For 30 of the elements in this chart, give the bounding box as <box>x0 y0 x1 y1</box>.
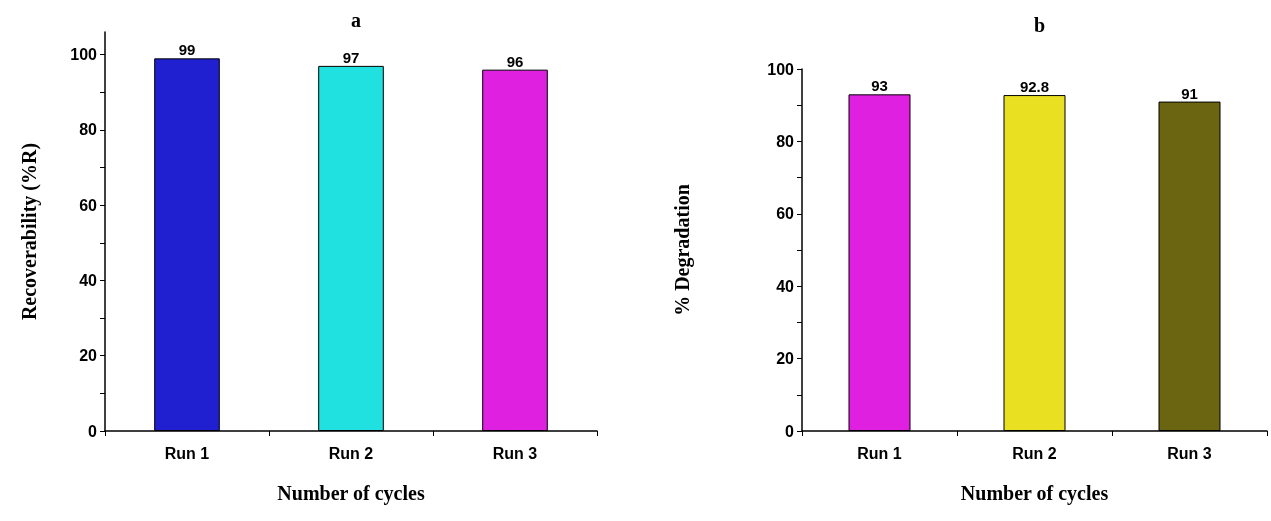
x-axis-title: Number of cycles <box>277 482 425 505</box>
data-label: 92.8 <box>1019 78 1050 96</box>
y-tick-label: 0 <box>785 422 795 440</box>
chart-title: b <box>1033 14 1046 36</box>
y-axis-title: % Degradation <box>671 184 694 316</box>
y-tick-label: 60 <box>79 196 98 214</box>
x-tick-label: Run 1 <box>857 444 902 462</box>
data-label: 91 <box>1181 84 1198 102</box>
y-tick-label: 80 <box>79 121 98 139</box>
y-tick-label: 100 <box>767 60 795 78</box>
x-tick-label: Run 2 <box>328 444 374 462</box>
data-label: 93 <box>871 77 888 95</box>
data-label: 99 <box>178 41 196 59</box>
y-tick-label: 40 <box>776 277 795 295</box>
chart-title: a <box>351 9 361 31</box>
y-tick-label: 80 <box>776 132 795 150</box>
y-tick-label: 60 <box>776 205 795 223</box>
y-tick-label: 20 <box>776 350 795 368</box>
x-tick-label: Run 3 <box>1167 444 1212 462</box>
data-label: 97 <box>342 48 360 66</box>
y-tick-label: 100 <box>70 46 98 64</box>
x-tick-label: Run 3 <box>492 444 538 462</box>
x-tick-label: Run 2 <box>1012 444 1057 462</box>
x-axis-title: Number of cycles <box>960 482 1109 505</box>
y-tick-label: 20 <box>79 347 98 365</box>
y-tick-label: 0 <box>88 422 98 440</box>
data-label: 96 <box>506 52 524 70</box>
y-axis-title: Recoverability (%R) <box>18 142 41 321</box>
y-tick-label: 40 <box>79 271 98 289</box>
x-tick-label: Run 1 <box>164 444 210 462</box>
